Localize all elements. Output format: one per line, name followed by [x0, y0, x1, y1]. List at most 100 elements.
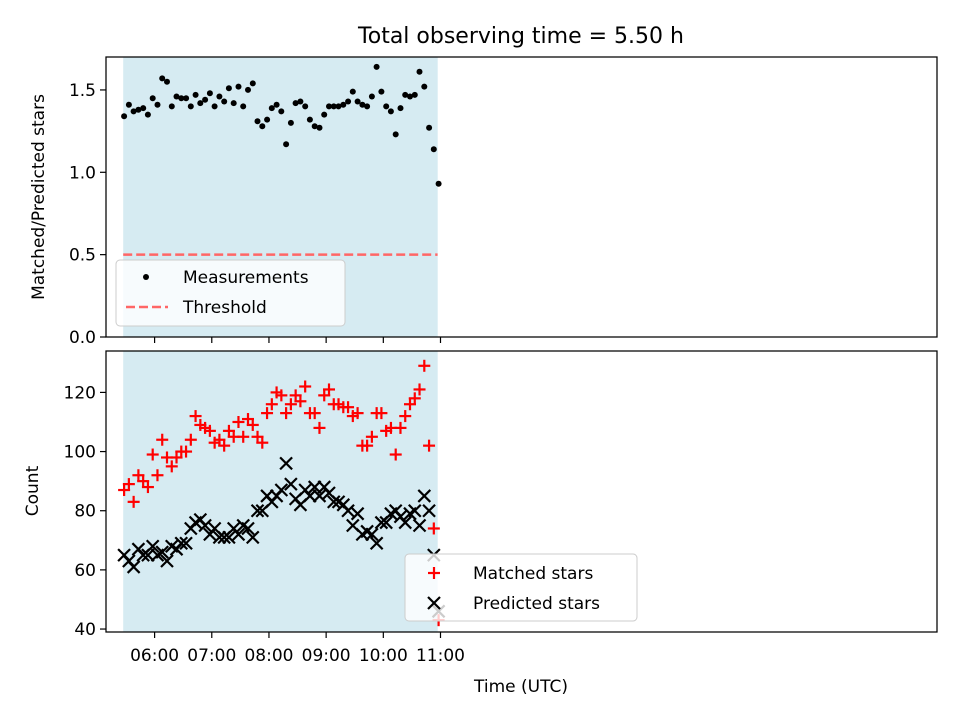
counts-y-tick-label: 80 — [74, 502, 96, 522]
measurement-point — [292, 100, 299, 107]
measurement-point — [383, 103, 390, 110]
matched-star-point — [151, 469, 164, 482]
x-tick-label: 07:00 — [187, 646, 236, 666]
counts-y-axis-label: Count — [23, 465, 43, 516]
ratio-x-ticks — [154, 337, 442, 343]
measurement-point — [283, 141, 290, 148]
measurement-point — [397, 105, 404, 112]
measurement-point — [130, 108, 137, 115]
legend-matched-label: Matched stars — [473, 564, 593, 584]
matched-star-point — [280, 407, 293, 420]
measurement-point — [316, 124, 323, 131]
matched-star-point — [203, 424, 216, 437]
measurement-point — [311, 123, 318, 130]
legend-predicted-label: Predicted stars — [473, 594, 600, 614]
predicted-star-point — [241, 521, 255, 536]
matched-star-point — [284, 398, 297, 411]
matched-star-point — [408, 392, 421, 405]
x-tick-label: 11:00 — [416, 646, 465, 666]
measurement-point — [211, 103, 218, 110]
matched-star-point — [423, 439, 436, 452]
matched-star-point — [361, 439, 374, 452]
measurement-point — [254, 118, 261, 125]
predicted-star-point — [379, 515, 393, 530]
matched-star-point — [275, 389, 288, 402]
matched-star-point — [127, 495, 140, 508]
measurement-point — [340, 101, 347, 108]
predicted-star-point — [145, 539, 160, 553]
matched-star-point — [308, 407, 321, 420]
predicted-star-point — [341, 503, 355, 518]
matched-series — [118, 359, 445, 627]
matched-star-point — [246, 418, 259, 431]
counts-legend: Matched stars Predicted stars — [404, 553, 638, 622]
measurement-point — [259, 123, 266, 130]
measurement-point — [140, 105, 147, 112]
matched-star-point — [141, 481, 154, 494]
matched-star-point — [189, 410, 202, 423]
counts-y-tick-label: 40 — [74, 620, 96, 640]
measurement-point — [225, 85, 232, 92]
chart-title: Total observing time = 5.50 h — [357, 24, 684, 49]
measurement-point — [240, 103, 247, 110]
ratio-y-axis-label: Matched/Predicted stars — [29, 94, 49, 300]
matched-star-point — [146, 448, 159, 461]
x-axis-label: Time (UTC) — [473, 677, 568, 697]
measurement-point — [187, 103, 194, 110]
counts-plot-frame — [105, 350, 938, 633]
matched-star-point — [261, 407, 274, 420]
predicted-star-point — [245, 530, 260, 545]
predicted-star-point — [369, 536, 384, 551]
measurement-point — [249, 80, 256, 87]
measurement-point — [168, 103, 175, 110]
x-tick-label: 09:00 — [302, 646, 351, 666]
measurement-point — [349, 88, 356, 95]
predicted-star-point — [279, 456, 293, 471]
counts-y-tick-label: 120 — [64, 383, 96, 403]
counts-legend-box — [404, 553, 638, 622]
legend-predicted-marker — [427, 596, 441, 610]
measurement-point — [335, 103, 342, 110]
matched-star-point — [180, 445, 193, 458]
measurement-point — [221, 98, 228, 105]
measurement-point — [202, 96, 209, 103]
matched-star-point — [399, 410, 412, 423]
measurement-point — [149, 95, 156, 102]
matched-star-point — [389, 448, 402, 461]
measurement-point — [407, 93, 413, 100]
predicted-star-point — [126, 560, 141, 574]
matched-star-point — [351, 407, 364, 420]
ratio-plot-frame — [105, 56, 938, 338]
counts-y-tick-label: 60 — [74, 561, 96, 581]
measurement-point — [435, 180, 442, 187]
measurement-point — [359, 101, 366, 108]
matched-star-point — [299, 380, 312, 393]
counts-y-tick-label: 100 — [64, 443, 96, 463]
measurement-point — [197, 100, 204, 107]
predicted-star-point — [250, 503, 265, 518]
measurement-point — [378, 88, 385, 95]
x-tick-label: 10:00 — [359, 646, 408, 666]
measurement-point — [302, 103, 309, 110]
measurement-point — [330, 103, 337, 110]
measurement-point — [183, 95, 190, 102]
matched-star-point — [184, 433, 197, 446]
predicted-star-point — [284, 477, 298, 491]
measurement-point — [326, 103, 332, 110]
matched-star-point — [322, 383, 335, 396]
ratio-panel: 0.0 0.5 1.0 1.5 Matched/Predicted stars Mea… — [29, 56, 938, 348]
measurement-point — [287, 119, 294, 126]
predicted-star-point — [398, 515, 413, 530]
predicted-star-point — [407, 503, 422, 518]
measurement-point — [368, 93, 375, 100]
predicted-star-point — [222, 530, 236, 545]
predicted-star-point — [155, 545, 170, 559]
ratio-y-tick-label: 0.5 — [69, 246, 96, 266]
measurement-point — [216, 93, 223, 100]
measurement-point — [121, 113, 128, 120]
measurement-point — [278, 108, 285, 115]
predicted-star-point — [179, 536, 193, 551]
matched-star-point — [122, 478, 135, 491]
counts-y-axis: 40 60 80 100 120 — [64, 383, 106, 640]
measurement-point — [264, 116, 271, 123]
